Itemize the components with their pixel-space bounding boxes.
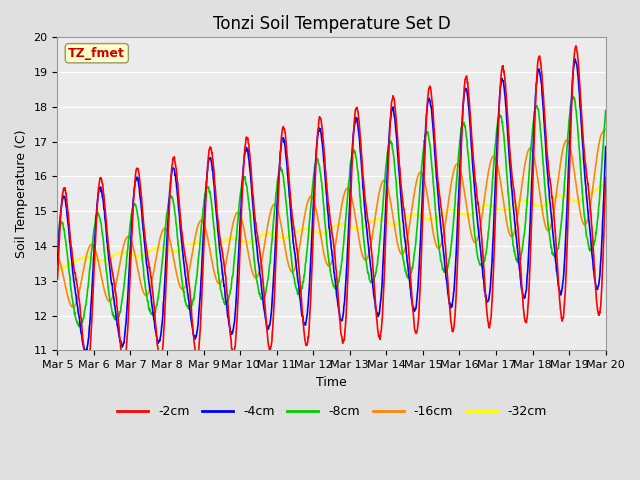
-32cm: [175, 248, 183, 253]
-8cm: [417, 175, 425, 180]
-4cm: [54, 261, 61, 266]
-32cm: [54, 266, 61, 272]
Line: -32cm: -32cm: [58, 185, 605, 269]
-2cm: [572, 43, 580, 49]
-16cm: [176, 283, 184, 288]
-32cm: [162, 246, 170, 252]
-2cm: [54, 276, 61, 282]
-8cm: [163, 216, 170, 222]
-32cm: [602, 182, 609, 188]
-4cm: [163, 248, 170, 254]
-4cm: [602, 144, 609, 149]
-2cm: [163, 273, 170, 279]
-8cm: [602, 108, 609, 113]
-4cm: [488, 248, 496, 254]
Text: TZ_fmet: TZ_fmet: [68, 47, 125, 60]
-8cm: [488, 178, 496, 184]
-16cm: [237, 215, 245, 220]
Legend: -2cm, -4cm, -8cm, -16cm, -32cm: -2cm, -4cm, -8cm, -16cm, -32cm: [112, 400, 551, 423]
-8cm: [176, 257, 184, 263]
-8cm: [237, 186, 245, 192]
-32cm: [488, 203, 496, 209]
X-axis label: Time: Time: [316, 376, 347, 389]
-4cm: [237, 205, 245, 211]
-4cm: [176, 216, 184, 222]
-16cm: [602, 127, 609, 132]
-16cm: [537, 198, 545, 204]
Title: Tonzi Soil Temperature Set D: Tonzi Soil Temperature Set D: [212, 15, 451, 33]
-8cm: [537, 131, 545, 137]
-32cm: [417, 213, 424, 219]
-2cm: [537, 60, 545, 66]
-2cm: [488, 290, 496, 296]
-16cm: [417, 169, 425, 175]
-16cm: [54, 255, 61, 261]
-8cm: [76, 324, 83, 330]
Line: -4cm: -4cm: [58, 59, 605, 353]
-32cm: [536, 203, 544, 209]
-2cm: [84, 368, 92, 373]
-4cm: [417, 229, 425, 235]
-4cm: [82, 350, 90, 356]
-2cm: [237, 220, 245, 226]
-2cm: [602, 174, 609, 180]
-4cm: [572, 56, 579, 62]
-8cm: [569, 93, 577, 99]
-16cm: [163, 227, 170, 232]
Line: -8cm: -8cm: [58, 96, 605, 327]
-32cm: [237, 238, 244, 243]
-2cm: [417, 266, 425, 272]
-2cm: [176, 206, 184, 212]
Line: -2cm: -2cm: [58, 46, 605, 371]
-8cm: [54, 233, 61, 239]
-4cm: [537, 77, 545, 83]
-16cm: [488, 154, 496, 160]
-16cm: [69, 304, 77, 310]
Line: -16cm: -16cm: [58, 130, 605, 307]
Y-axis label: Soil Temperature (C): Soil Temperature (C): [15, 130, 28, 258]
